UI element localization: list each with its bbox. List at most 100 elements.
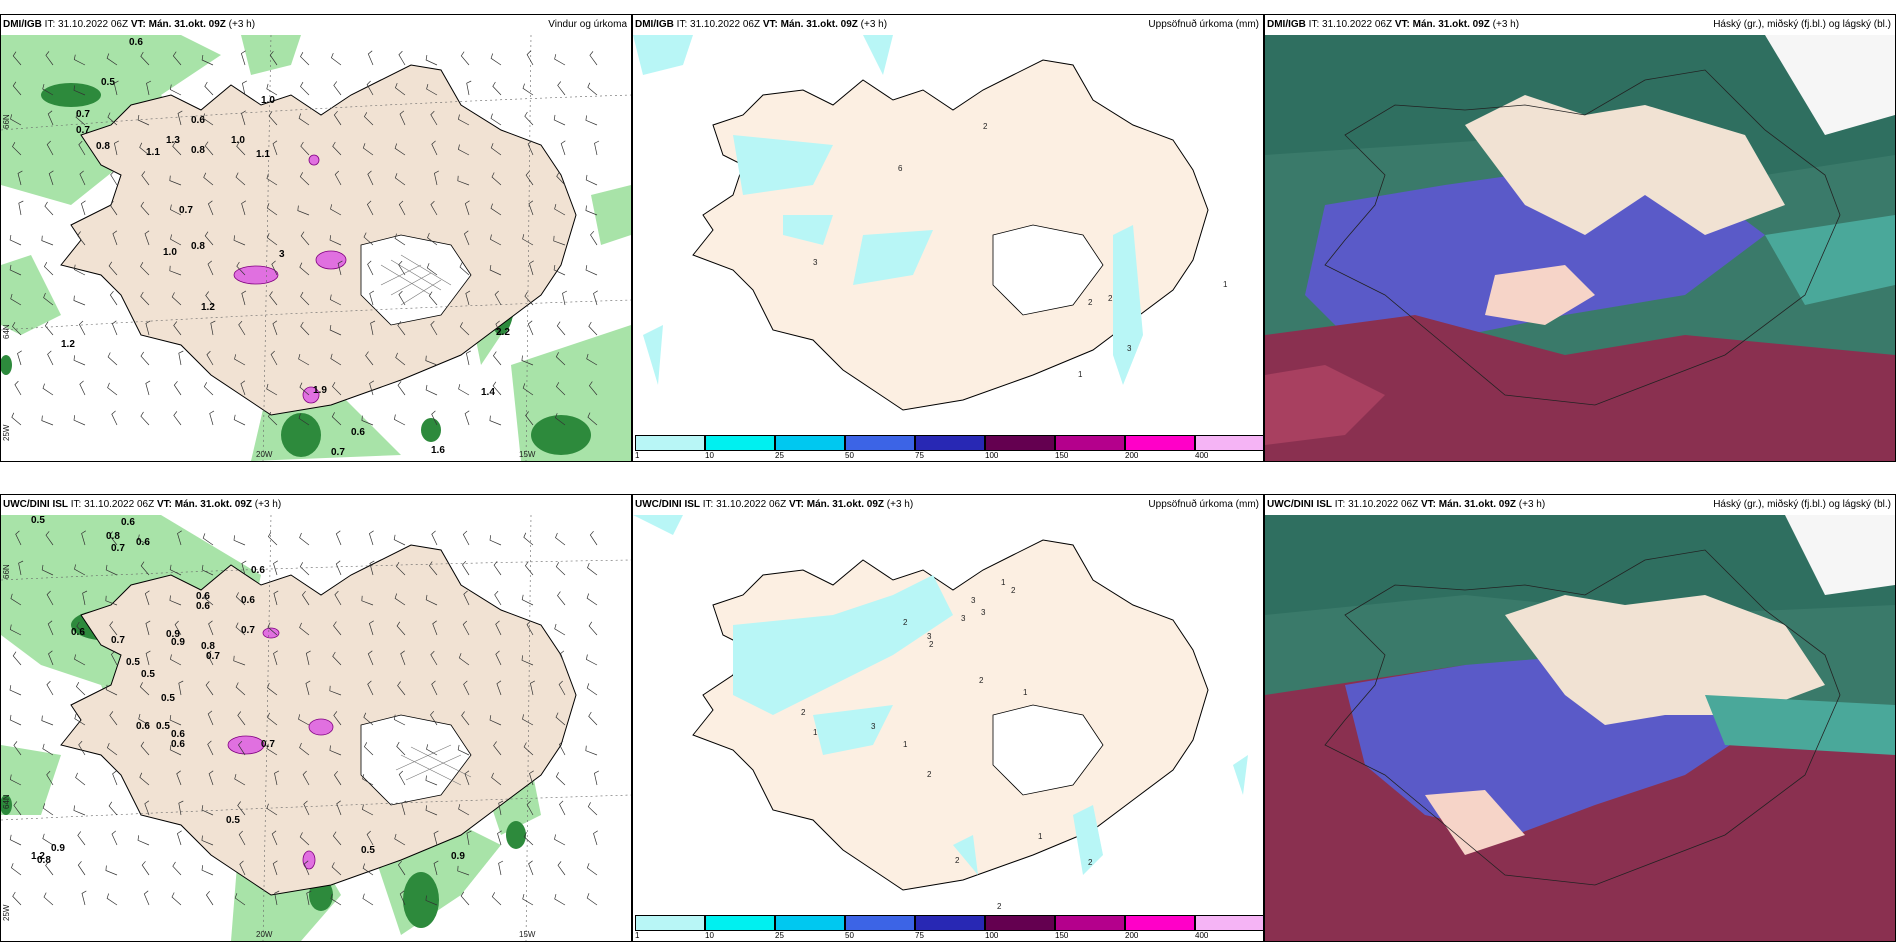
- legend-swatch: [845, 915, 915, 931]
- wind-barb: [77, 831, 86, 846]
- wind-barb: [145, 620, 151, 636]
- panel-top-right: DMI/IGB IT: 31.10.2022 06Z VT: Mán. 31.o…: [1264, 14, 1896, 462]
- wind-barb: [73, 355, 86, 366]
- convective-cells: [227, 627, 334, 870]
- wind-barb: [524, 291, 534, 306]
- map-value-label: 0.9: [51, 843, 65, 854]
- map-value-label: 1: [903, 740, 908, 749]
- wind-barb: [78, 140, 86, 156]
- lead-time: (+3 h): [860, 19, 888, 30]
- wind-barb: [266, 233, 278, 246]
- snow-hatching: [395, 744, 472, 786]
- wind-barb: [298, 413, 310, 426]
- wind-barb: [363, 742, 374, 756]
- wind-barb: [432, 620, 438, 636]
- lon-label-25w: 25W: [2, 904, 11, 921]
- graticule: [1, 515, 631, 941]
- wind-barb: [43, 892, 54, 906]
- wind-barb: [524, 561, 534, 576]
- panel-title: Háský (gr.), miðský (fj.bl.) og lágský (…: [1713, 499, 1891, 510]
- accum-legend: 1 10 25 50 75 100 150 200 400: [633, 911, 1263, 941]
- wind-barb: [108, 261, 118, 276]
- wind-barb: [272, 860, 278, 876]
- wind-barb: [105, 865, 118, 876]
- wind-barb: [18, 200, 24, 216]
- wind-barb: [297, 205, 310, 216]
- map-value-label: 0.6: [241, 595, 255, 606]
- wind-barb: [521, 355, 534, 366]
- wind-barb: [235, 172, 246, 186]
- map-value-label: 2: [903, 618, 908, 627]
- wind-barb: [585, 174, 598, 186]
- wind-barb: [529, 260, 534, 276]
- wind-barb: [172, 861, 182, 876]
- wind-barb: [559, 800, 566, 816]
- wind-barb: [46, 140, 54, 156]
- map-value-label: 3: [927, 632, 932, 641]
- legend-swatch: [985, 435, 1055, 451]
- lead-time: (+3 h): [1518, 499, 1546, 510]
- wind-barb: [173, 411, 182, 426]
- wind-barb: [490, 53, 502, 66]
- wind-barb: [331, 862, 342, 876]
- wind-barb: [431, 410, 438, 426]
- wind-barb: [586, 863, 598, 876]
- wind-barb: [491, 772, 502, 786]
- wind-barb: [10, 293, 22, 306]
- wind-barb: [74, 713, 86, 726]
- wind-barb: [209, 410, 215, 426]
- init-time: IT: 31.10.2022 06Z: [702, 499, 787, 510]
- wind-barb: [172, 51, 182, 66]
- contour-labels: 0.5 0.60.80.70.60.60.60.60.60.70.60.70.90…: [31, 515, 465, 866]
- accum-labels: 2 6 3 2 1 3 1 2: [813, 122, 1228, 379]
- wind-barb: [9, 234, 22, 246]
- wind-barb: [240, 50, 246, 66]
- wind-barb: [169, 744, 182, 756]
- legend-swatch: [845, 435, 915, 451]
- wind-barb: [75, 682, 86, 696]
- wind-barb: [105, 595, 118, 606]
- wind-barb: [299, 382, 310, 396]
- wind-barb: [490, 203, 502, 216]
- wind-barb: [556, 171, 566, 186]
- wind-barb: [556, 321, 566, 336]
- wind-barb: [76, 621, 86, 636]
- wind-barb: [463, 680, 470, 696]
- wind-barb: [362, 893, 374, 906]
- wind-barb: [13, 801, 22, 816]
- wind-barb: [394, 414, 406, 426]
- legend-swatch: [1055, 435, 1125, 451]
- convective-cells: [233, 154, 347, 404]
- wind-barb: [169, 265, 182, 276]
- wind-barb: [169, 715, 182, 726]
- wind-barb: [489, 715, 502, 726]
- map-value-label: 0.9: [166, 629, 180, 640]
- map-value-label: 1.9: [313, 385, 327, 396]
- map-value-label: 1: [1001, 578, 1006, 587]
- wind-barb: [369, 380, 375, 396]
- wind-barb: [73, 415, 86, 426]
- wind-barb: [178, 680, 184, 696]
- legend-tick-label: 50: [845, 451, 854, 460]
- wind-barb: [522, 714, 534, 726]
- map-value-label: 0.8: [191, 145, 205, 156]
- wind-barb: [205, 681, 214, 696]
- wind-barb: [267, 532, 278, 546]
- wind-barb: [177, 530, 182, 546]
- wind-barb: [10, 863, 22, 876]
- wind-barb: [396, 741, 406, 756]
- wind-barb: [398, 260, 406, 276]
- valid-label: VT:: [1394, 19, 1410, 30]
- wind-barb: [271, 260, 278, 276]
- wind-barb: [430, 710, 438, 726]
- wind-barb: [457, 744, 470, 756]
- wind-barb: [78, 740, 86, 756]
- wind-barb: [458, 804, 470, 816]
- wind-barb: [303, 800, 310, 816]
- wind-barb: [138, 713, 150, 726]
- wind-barb: [497, 830, 502, 846]
- wind-barb: [144, 230, 150, 246]
- wind-barb: [233, 655, 246, 666]
- accum-labels: 12333232212131221223: [801, 578, 1093, 931]
- wind-barb: [203, 592, 214, 606]
